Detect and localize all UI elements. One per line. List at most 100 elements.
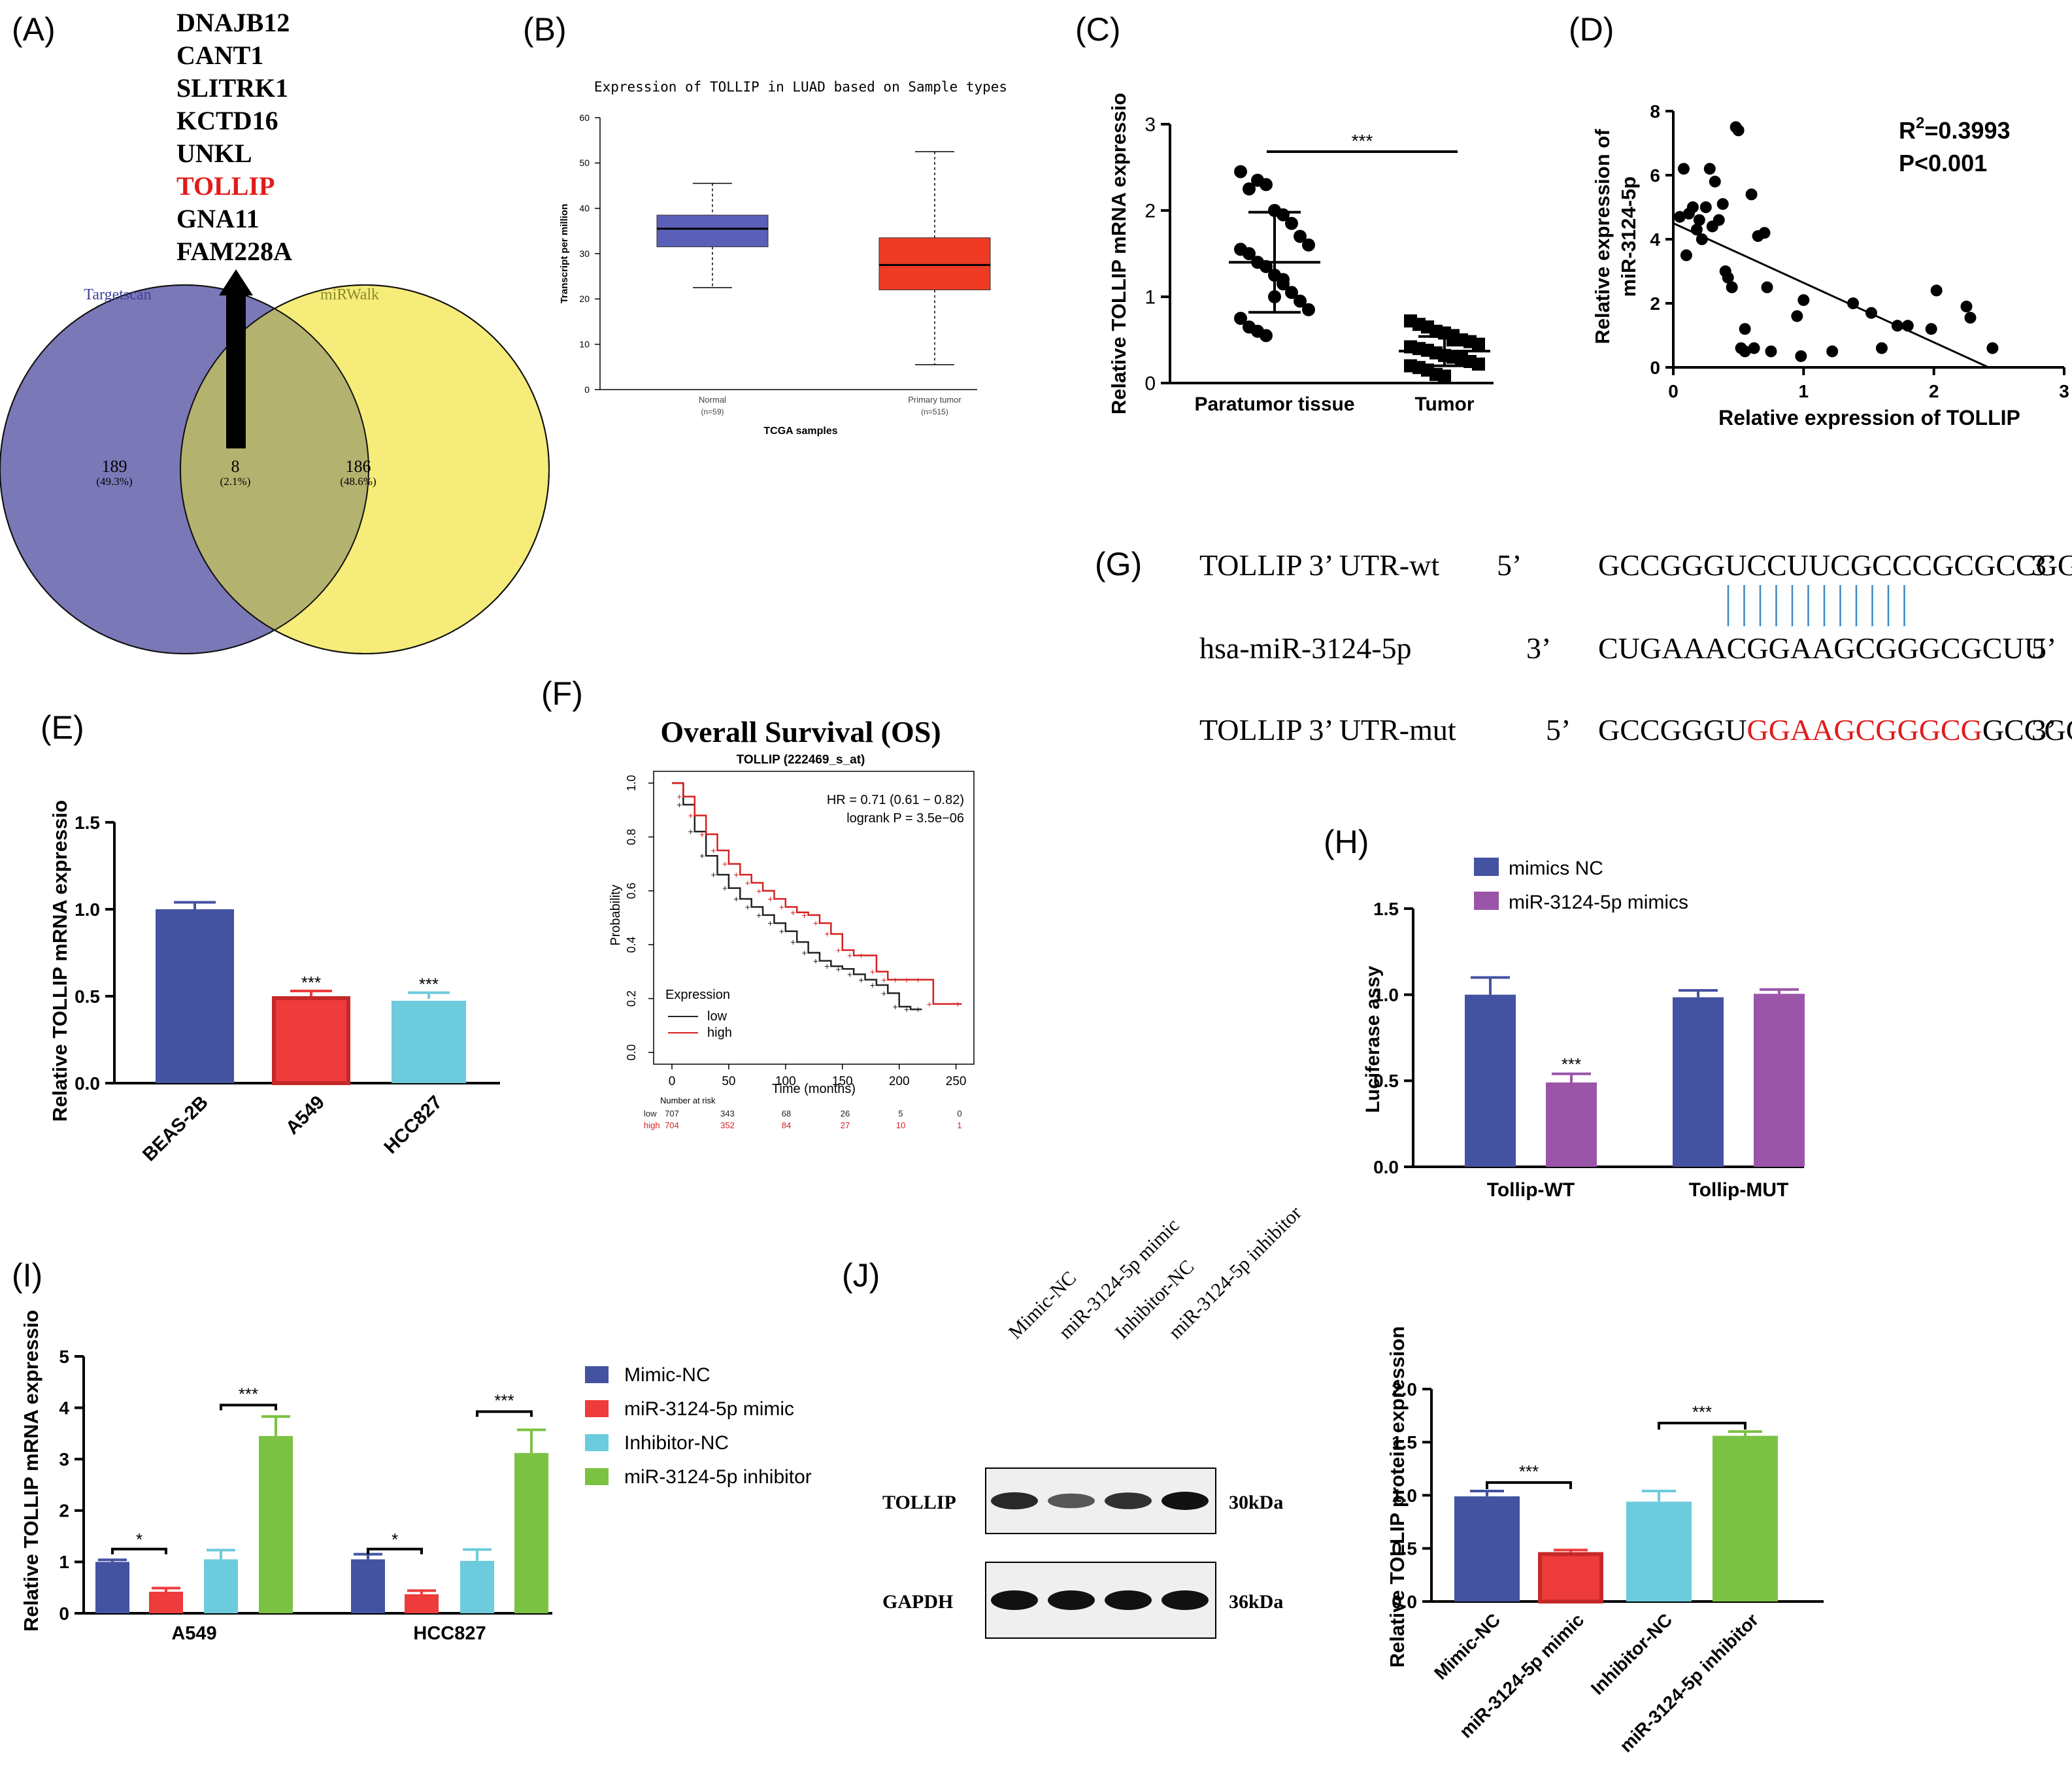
censor-mark: + [802, 910, 807, 920]
y-tick-label: 0 [1650, 358, 1660, 378]
tissue-scatter-panel: 0 1 2 3 Relative TOLLIP mRNA expressio Paratu… [1107, 93, 1494, 415]
censor-mark: + [779, 902, 784, 913]
censor-mark: + [722, 883, 727, 894]
risk-value: 5 [898, 1109, 903, 1118]
regression-line [1673, 222, 1990, 369]
y-tick-label: 40 [579, 203, 590, 214]
legend-swatch [1474, 892, 1499, 910]
significance-label-high: *** [239, 1384, 258, 1403]
blot-band [1105, 1590, 1152, 1610]
blot-band [1048, 1493, 1095, 1509]
legend-swatch [585, 1434, 609, 1451]
bar [460, 1560, 494, 1613]
seq-row-wt-end2: 3’ [2031, 548, 2056, 582]
bar [156, 909, 234, 1083]
hazard-ratio-label: HR = 0.71 (0.61 − 0.82) [827, 793, 964, 807]
survival-panel: Overall Survival (OS) TOLLIP (222469_s_at… [609, 715, 975, 1130]
data-point [1795, 350, 1807, 362]
censor-mark: + [677, 792, 682, 802]
data-point [1673, 210, 1686, 223]
significance-label: *** [301, 973, 321, 992]
censor-mark: + [904, 1004, 909, 1015]
censor-mark: + [790, 907, 795, 918]
venn-left-pct: (49.3%) [96, 475, 132, 488]
risk-value: 26 [841, 1109, 850, 1118]
x-tick-label: 3 [2059, 381, 2069, 401]
censor-mark: + [688, 826, 693, 837]
correlation-panel: 0 2 4 6 8 0 1 2 3 Relative expression of TOLLIP Re… [1591, 101, 2069, 429]
data-point [1472, 337, 1485, 351]
y-axis-label: Probability [609, 884, 623, 945]
x-tick-label: 2 [1929, 381, 1939, 401]
censor-mark: + [881, 975, 886, 985]
r-squared-label: R2=0.3993 [1899, 114, 2011, 144]
box-body [656, 214, 769, 248]
seq-row-mut-end1: 5’ [1546, 713, 1571, 746]
seq-row-mut-end2: 3’ [2031, 713, 2056, 746]
data-point [1677, 163, 1690, 175]
x-tick-label: A549 [282, 1092, 329, 1139]
censor-mark: + [745, 877, 750, 888]
venn-arrow-shaft [226, 294, 246, 448]
data-point [1690, 224, 1703, 236]
bar [1538, 1552, 1603, 1603]
significance-bracket-low [367, 1547, 423, 1554]
legend-swatch [585, 1468, 609, 1485]
y-tick-label: 4 [1650, 229, 1660, 250]
y-tick-label: 50 [579, 158, 590, 168]
chart-subtitle: TOLLIP (222469_s_at) [737, 753, 865, 767]
data-point [1901, 320, 1914, 332]
significance-bracket-low [111, 1547, 167, 1554]
x-axis-label: Time (months) [772, 1082, 856, 1096]
censor-mark: + [847, 950, 852, 961]
group-n-label: (n=59) [701, 407, 724, 416]
y-tick-label: 1.0 [1392, 1485, 1417, 1505]
data-point [1758, 227, 1771, 239]
y-tick-label: 0 [584, 384, 590, 395]
x-tick-label: Inhibitor-NC [1587, 1609, 1676, 1698]
censor-mark: + [699, 829, 705, 839]
data-point [1686, 201, 1699, 213]
blot-protein-label: TOLLIP [882, 1492, 956, 1513]
blot-size-label: 30kDa [1229, 1492, 1283, 1513]
legend-label: Mimic-NC [624, 1364, 710, 1386]
panel-label-a: (A) [12, 11, 56, 48]
data-point [1964, 312, 1977, 324]
censor-mark: + [836, 964, 841, 974]
panel-label-c: (C) [1075, 11, 1120, 48]
bar [405, 1594, 439, 1613]
x-tick-label: Mimic-NC [1430, 1609, 1504, 1683]
legend-label: miR-3124-5p mimics [1509, 892, 1688, 913]
y-tick-label: 1.0 [75, 899, 100, 920]
bar [204, 1559, 238, 1613]
data-point [1739, 323, 1751, 335]
data-point [1960, 300, 1973, 312]
y-tick-label: 0 [59, 1603, 69, 1624]
censor-mark: + [813, 918, 818, 928]
data-point [1745, 188, 1758, 201]
significance-label: *** [1352, 131, 1373, 151]
data-point [1726, 281, 1738, 294]
y-tick-label: 1.0 [625, 775, 638, 791]
x-tick-label: 50 [722, 1075, 735, 1088]
bar [259, 1435, 293, 1613]
svg-text:GCCGGGUGGAAGCGGGCGGCCGG: GCCGGGUGGAAGCGGGCGGCCGG [1598, 713, 2072, 746]
base-pair-lines [1727, 585, 1905, 626]
legend-swatch [1474, 858, 1499, 876]
data-point [1285, 216, 1298, 230]
risk-value: 0 [957, 1109, 961, 1118]
data-point [1703, 163, 1716, 175]
y-tick-label: 1.5 [1392, 1432, 1417, 1452]
bar [1673, 997, 1724, 1167]
sequence-panel: TOLLIP 3’ UTR-wt 5’ GCCGGGUCCUUCGCCCGCGC… [1199, 548, 2072, 746]
significance-bracket [1658, 1422, 1746, 1430]
data-point [1709, 175, 1721, 188]
censor-mark: + [710, 845, 716, 856]
x-axis-label: Relative expression of TOLLIP [1718, 406, 2020, 429]
gene-label: GNA11 [176, 204, 259, 233]
data-point [1797, 294, 1810, 307]
venn-arrow-head [219, 269, 253, 295]
data-point [1891, 320, 1903, 332]
y-tick-label: 2 [1145, 201, 1156, 222]
